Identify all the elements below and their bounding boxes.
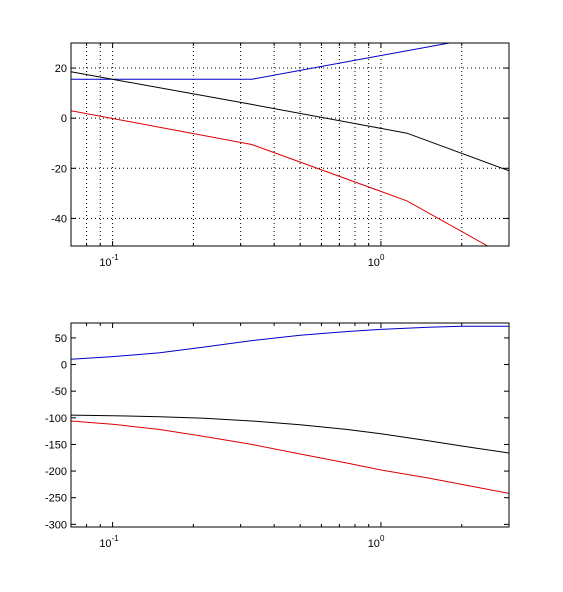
axes-frame	[70, 42, 510, 247]
x-tick-exponent: 0	[380, 534, 385, 543]
y-tick-label: -200	[45, 466, 67, 478]
y-tick-label: -40	[51, 213, 67, 225]
series-line-3	[71, 420, 509, 494]
y-tick-label: 0	[61, 360, 67, 372]
x-tick-label: 10	[99, 538, 111, 550]
series-line-2	[71, 71, 509, 172]
x-tick-exponent: 0	[380, 253, 385, 262]
series-line-1	[71, 43, 450, 80]
y-tick-label: -20	[51, 163, 67, 175]
y-tick-label: 50	[55, 333, 67, 345]
x-tick-exponent: -1	[112, 534, 120, 543]
series-line-1	[71, 325, 509, 360]
axes-frame	[70, 322, 510, 528]
series-line-3	[71, 110, 488, 246]
y-tick-label: -150	[45, 439, 67, 451]
series-line-2	[71, 414, 509, 454]
x-tick-exponent: -1	[112, 253, 120, 262]
x-tick-label: 10	[368, 257, 380, 269]
x-tick-label: 10	[368, 538, 380, 550]
y-tick-label: -50	[51, 386, 67, 398]
y-tick-label: -250	[45, 493, 67, 505]
y-tick-label: 0	[61, 113, 67, 125]
y-tick-label: -300	[45, 519, 67, 531]
y-tick-label: 20	[55, 63, 67, 75]
y-tick-label: -100	[45, 413, 67, 425]
x-tick-label: 10	[99, 257, 111, 269]
